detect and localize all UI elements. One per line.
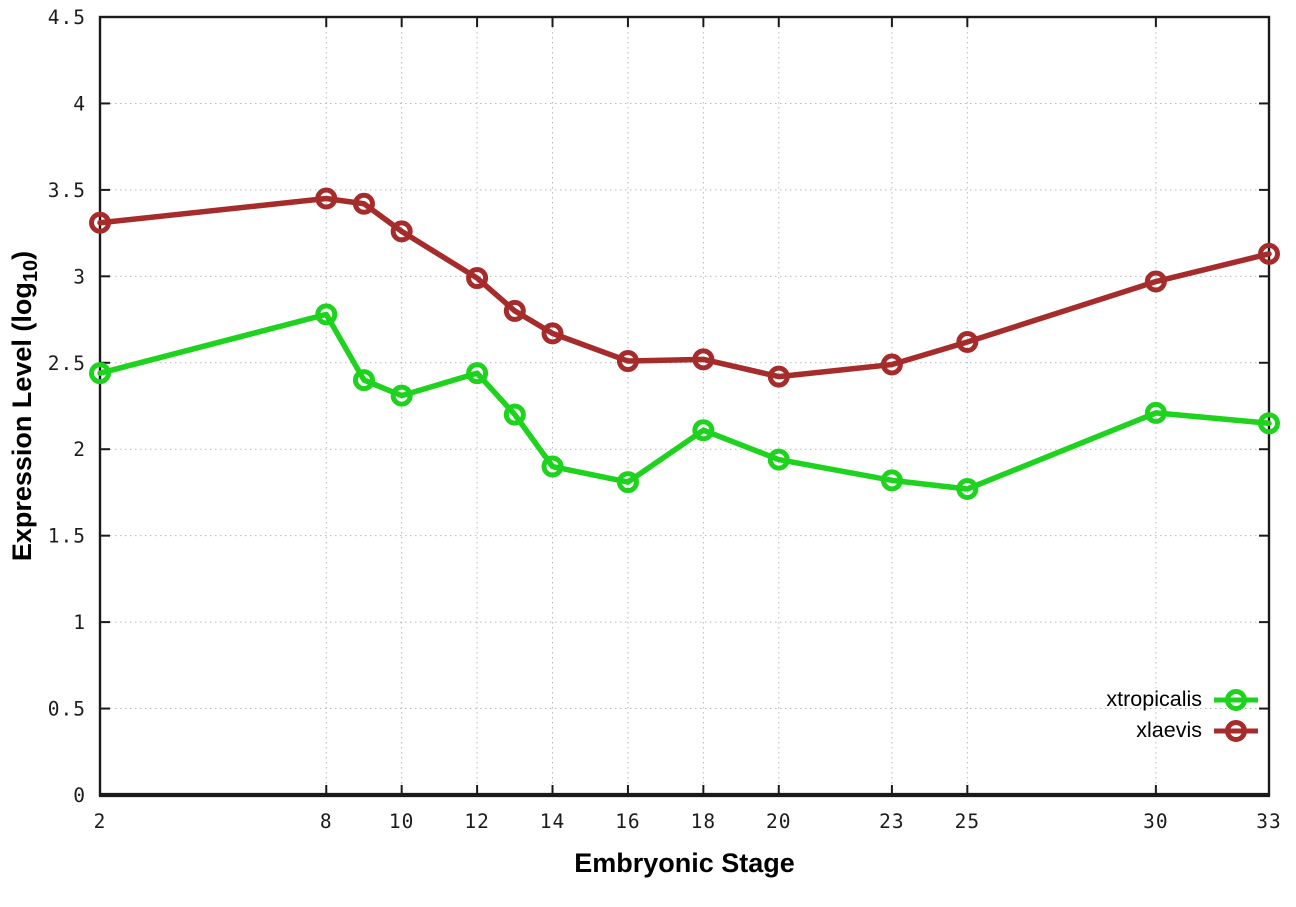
y-tick-label: 2.5 <box>48 352 86 375</box>
data-point-xlaevis <box>390 220 413 243</box>
data-point-xlaevis <box>541 322 564 345</box>
data-point-xtropicalis <box>1144 401 1167 424</box>
data-point-xtropicalis <box>466 362 489 385</box>
x-tick-label: 16 <box>615 810 640 833</box>
data-point-xtropicalis <box>390 384 413 407</box>
data-point-xlaevis <box>89 211 111 234</box>
data-point-xtropicalis <box>1258 412 1280 435</box>
data-point-xlaevis <box>352 192 375 215</box>
data-point-xtropicalis <box>503 403 526 426</box>
data-point-xtropicalis <box>541 455 564 478</box>
legend-marker-icon <box>1214 688 1258 711</box>
x-tick-label: 14 <box>540 810 565 833</box>
data-point-xtropicalis <box>692 419 715 442</box>
x-tick-label: 33 <box>1256 810 1281 833</box>
x-tick-label: 20 <box>766 810 791 833</box>
x-tick-label: 12 <box>464 810 489 833</box>
legend-marker-icon <box>1214 719 1258 742</box>
legend-item-xtropicalis: xtropicalis <box>1106 685 1260 714</box>
data-point-xlaevis <box>616 350 639 373</box>
x-tick-label: 23 <box>879 810 904 833</box>
data-point-xlaevis <box>880 353 903 376</box>
data-point-xtropicalis <box>616 471 639 494</box>
data-point-xlaevis <box>503 299 526 322</box>
legend-label: xtropicalis <box>1106 687 1202 711</box>
x-tick-label: 2 <box>94 810 107 833</box>
x-tick-label: 30 <box>1143 810 1168 833</box>
data-point-xtropicalis <box>89 362 111 385</box>
x-tick-label: 18 <box>691 810 716 833</box>
y-tick-label: 3 <box>73 265 86 288</box>
series-line-xtropicalis <box>97 311 1272 492</box>
y-tick-label: 1 <box>73 611 86 634</box>
data-point-xlaevis <box>767 365 790 388</box>
data-point-xtropicalis <box>352 369 375 392</box>
x-axis-title: Embryonic Stage <box>574 848 795 878</box>
y-tick-label: 4.5 <box>48 6 86 29</box>
y-tick-label: 2 <box>73 438 86 461</box>
legend-item-xlaevis: xlaevis <box>1106 716 1260 745</box>
data-point-xlaevis <box>1258 242 1280 265</box>
y-tick-label: 0.5 <box>48 698 86 721</box>
data-point-xlaevis <box>315 187 338 210</box>
data-point-xlaevis <box>1144 270 1167 293</box>
legend: xtropicalis xlaevis <box>1106 685 1260 745</box>
plot-border <box>98 15 1271 797</box>
data-point-xtropicalis <box>315 303 338 326</box>
x-tick-label: 25 <box>955 810 980 833</box>
y-tick-label: 4 <box>73 92 86 115</box>
data-point-xtropicalis <box>767 448 790 471</box>
x-tick-label: 8 <box>320 810 333 833</box>
data-point-xtropicalis <box>956 477 979 500</box>
series-line-xlaevis <box>97 195 1272 380</box>
data-point-xlaevis <box>692 348 715 371</box>
y-tick-label: 0 <box>73 784 86 807</box>
legend-label: xlaevis <box>1136 718 1202 742</box>
y-tick-label: 1.5 <box>48 525 86 548</box>
data-point-xtropicalis <box>880 469 903 492</box>
y-tick-label: 3.5 <box>48 179 86 202</box>
data-point-xlaevis <box>466 267 489 290</box>
x-tick-label: 10 <box>389 810 414 833</box>
data-point-xlaevis <box>956 331 979 354</box>
